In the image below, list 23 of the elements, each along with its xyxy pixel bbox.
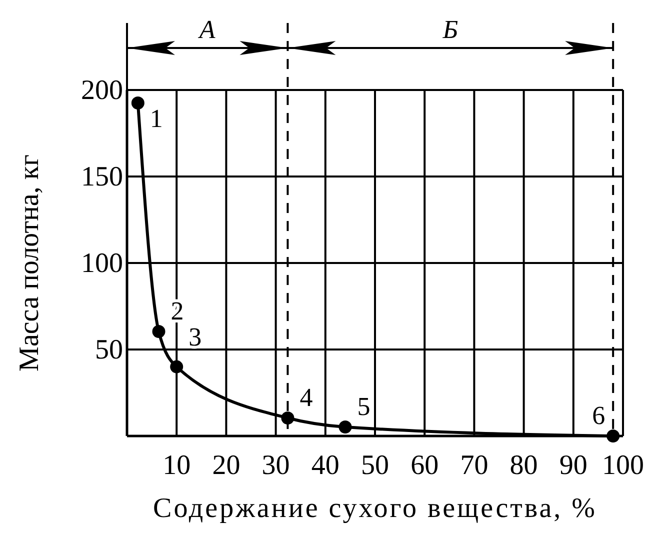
x-axis-title: Содержание сухого вещества, % <box>153 493 597 524</box>
x-tick-label: 40 <box>311 450 340 481</box>
y-tick-label: 100 <box>81 248 123 279</box>
x-tick-label: 20 <box>212 450 240 481</box>
x-tick-label: 70 <box>460 450 488 481</box>
annotation: 5 <box>357 392 370 422</box>
x-tick-label: 80 <box>510 450 538 481</box>
annotation: 4 <box>300 383 313 412</box>
x-tick-label: 90 <box>559 450 588 481</box>
x-tick-label: 50 <box>361 450 389 481</box>
y-tick-label: 150 <box>81 162 123 192</box>
y-tick-label: 200 <box>81 75 123 106</box>
annotation: 1 <box>150 104 163 133</box>
x-tick-label: 30 <box>262 450 290 481</box>
x-tick-label: 10 <box>162 450 191 481</box>
annotation: 3 <box>188 322 202 352</box>
text: А <box>197 15 216 44</box>
x-tick-label: 60 <box>410 450 439 481</box>
annotation: 6 <box>592 401 606 430</box>
text: Б <box>442 15 458 44</box>
x-tick-label: 100 <box>602 450 644 481</box>
y-axis-title: Масса полотна, кг <box>14 154 45 372</box>
y-tick-label: 50 <box>95 334 123 366</box>
